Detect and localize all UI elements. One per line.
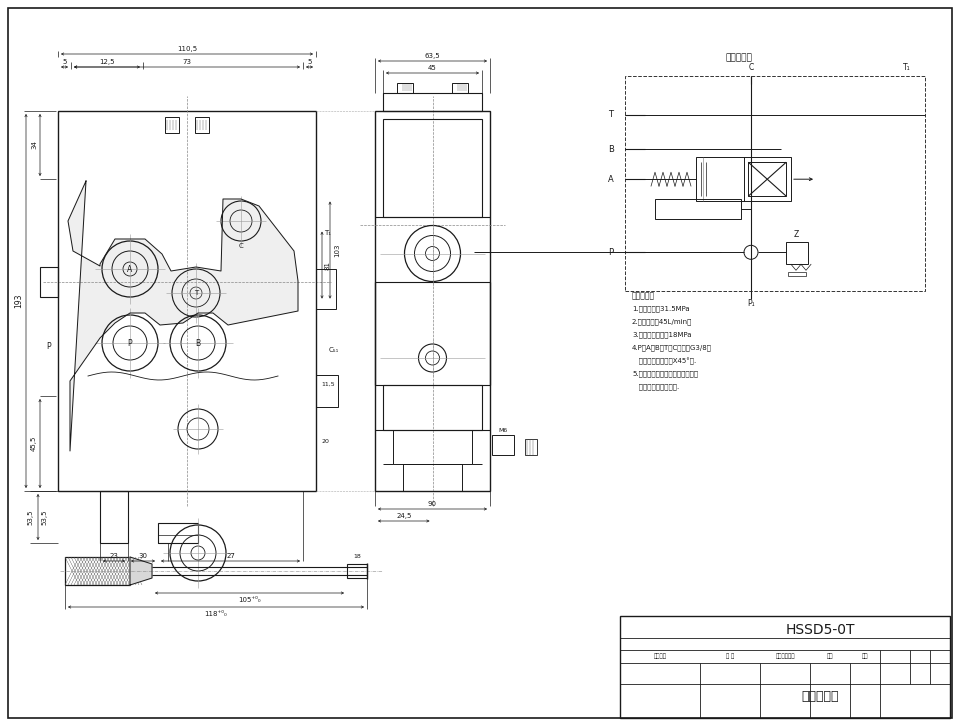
Text: 5: 5 <box>307 59 312 65</box>
Bar <box>696 158 791 201</box>
Text: 24,5: 24,5 <box>396 513 412 519</box>
Text: 批准: 批准 <box>862 653 868 658</box>
Bar <box>383 119 482 217</box>
Bar <box>492 436 514 455</box>
Text: 3.内泄内泄压力：18MPa: 3.内泄内泄压力：18MPa <box>632 332 691 338</box>
Text: HSSD5-0T: HSSD5-0T <box>785 623 854 637</box>
Text: M6: M6 <box>498 428 508 433</box>
Bar <box>158 535 198 543</box>
Bar <box>393 431 472 465</box>
Text: 193: 193 <box>14 294 23 309</box>
Bar <box>655 199 741 219</box>
Bar <box>788 272 806 277</box>
Text: 20: 20 <box>321 439 329 444</box>
Bar <box>525 439 537 455</box>
Text: C: C <box>239 243 244 249</box>
Text: 110,5: 110,5 <box>177 46 197 52</box>
Text: 45: 45 <box>428 65 437 71</box>
Text: 81: 81 <box>325 261 331 269</box>
Text: 18: 18 <box>353 553 361 558</box>
Bar <box>625 76 925 291</box>
Text: 液压原理图: 液压原理图 <box>726 54 753 62</box>
Bar <box>748 162 786 196</box>
Text: 103: 103 <box>334 243 340 257</box>
Bar <box>403 465 462 491</box>
Text: 23: 23 <box>109 553 118 559</box>
Text: B: B <box>608 144 614 154</box>
Text: C: C <box>749 63 754 73</box>
Text: 合 计: 合 计 <box>726 653 734 658</box>
Bar <box>195 117 209 133</box>
Bar <box>158 523 198 543</box>
Text: 一进多路阀: 一进多路阀 <box>802 690 839 703</box>
Text: 73: 73 <box>182 59 191 65</box>
Bar <box>786 242 808 264</box>
Text: 5: 5 <box>62 59 66 65</box>
Bar <box>452 83 468 93</box>
Text: P: P <box>609 248 613 257</box>
Text: 1.额定压力：31.5MPa: 1.额定压力：31.5MPa <box>632 306 689 312</box>
Bar <box>100 491 128 543</box>
Text: 118⁺⁰₀: 118⁺⁰₀ <box>204 611 228 617</box>
Text: 105⁺⁰₀: 105⁺⁰₀ <box>238 597 261 603</box>
Text: A: A <box>608 175 613 184</box>
Bar <box>165 117 179 133</box>
Text: 其中内箧流口口径X45°倒.: 其中内箧流口口径X45°倒. <box>632 357 696 364</box>
Text: T: T <box>194 290 198 296</box>
Text: B: B <box>196 338 201 348</box>
Text: 30: 30 <box>138 553 148 559</box>
Text: 12,5: 12,5 <box>99 59 115 65</box>
Text: T: T <box>609 110 613 119</box>
Text: 90: 90 <box>428 501 437 507</box>
Bar <box>58 111 316 491</box>
Text: 45,5: 45,5 <box>31 436 37 451</box>
Text: 53,5: 53,5 <box>41 509 47 525</box>
Text: 27: 27 <box>226 553 235 559</box>
Bar <box>316 375 338 407</box>
Text: Z: Z <box>793 230 799 239</box>
Text: 4.P、A、B、T、C口径为G3/8，: 4.P、A、B、T、C口径为G3/8， <box>632 345 712 351</box>
Text: 53,5: 53,5 <box>27 509 33 525</box>
Bar <box>383 385 482 431</box>
Bar <box>65 557 130 585</box>
Bar <box>397 83 413 93</box>
Bar <box>620 616 950 718</box>
Text: T₁: T₁ <box>903 63 911 73</box>
Text: P: P <box>128 338 132 348</box>
Text: 图纸编号: 图纸编号 <box>654 653 666 658</box>
Bar <box>383 93 482 111</box>
Text: 审核: 审核 <box>827 653 833 658</box>
Polygon shape <box>130 557 152 585</box>
Bar <box>347 564 367 578</box>
Text: 技术参数：: 技术参数： <box>632 292 655 301</box>
Text: P: P <box>47 342 51 351</box>
Text: T₁: T₁ <box>324 229 331 236</box>
Text: A: A <box>128 264 132 274</box>
Text: 34: 34 <box>31 141 37 150</box>
Bar <box>375 111 490 491</box>
Polygon shape <box>68 181 298 451</box>
Text: 11,5: 11,5 <box>321 382 335 387</box>
Text: 5.未标注公差处理，公差标注外，: 5.未标注公差处理，公差标注外， <box>632 371 698 378</box>
Text: 文字高度为标准字体.: 文字高度为标准字体. <box>632 384 680 391</box>
Text: 2.额定流量：45L/min。: 2.额定流量：45L/min。 <box>632 319 692 325</box>
Text: C₅₁: C₅₁ <box>329 348 339 354</box>
Bar <box>316 269 336 309</box>
Text: 63,5: 63,5 <box>424 53 441 59</box>
Text: 制图设计方案: 制图设计方案 <box>776 653 795 658</box>
Bar <box>40 267 58 297</box>
Text: P₁: P₁ <box>747 298 755 308</box>
